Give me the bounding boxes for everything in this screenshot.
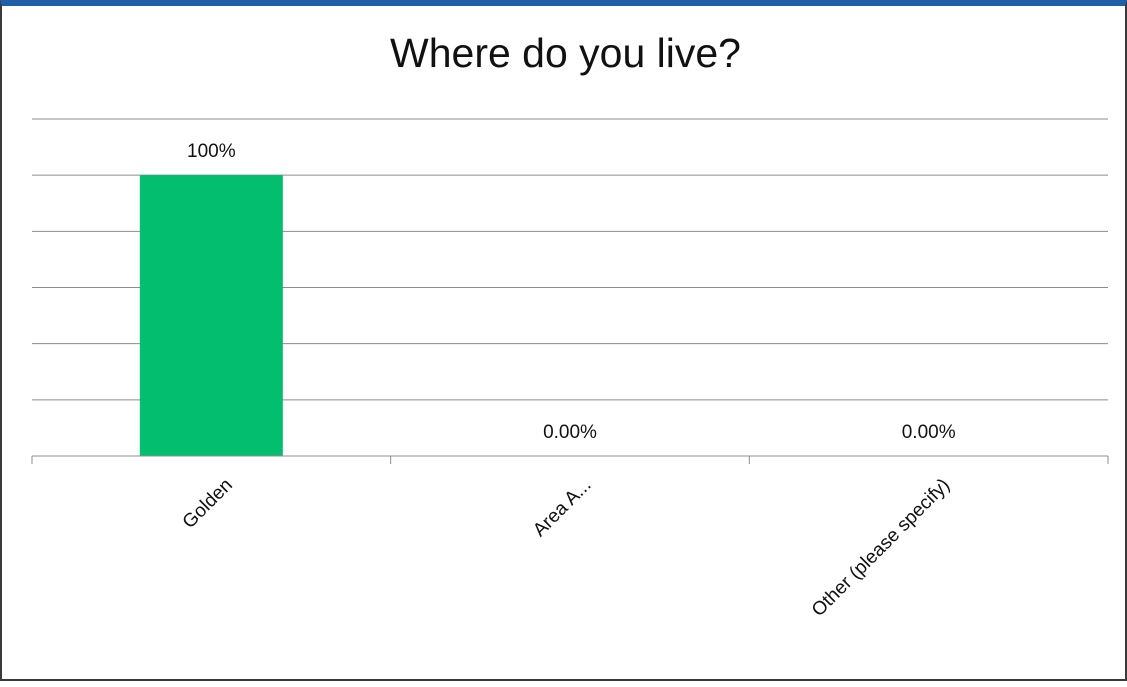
data-label-2: 0.00% — [543, 422, 597, 443]
chart-title: Where do you live? — [390, 30, 741, 76]
x-tick-label-1: Golden — [179, 475, 237, 533]
bar-1 — [139, 175, 283, 456]
data-label-3: 0.00% — [902, 422, 956, 443]
x-axis — [31, 455, 1109, 464]
x-tick-label-2: Area A... — [529, 475, 595, 541]
data-labels: 100% 0.00% 0.00% — [187, 141, 956, 443]
x-tick-labels: Golden Area A... Other (please specify) — [179, 475, 955, 621]
bar-chart-plot: 100% 0.00% 0.00% Golden Area A... Other (ple… — [31, 118, 1109, 621]
x-tick-label-3: Other (please specify) — [808, 475, 954, 621]
bars — [139, 175, 283, 456]
data-label-1: 100% — [187, 141, 236, 162]
